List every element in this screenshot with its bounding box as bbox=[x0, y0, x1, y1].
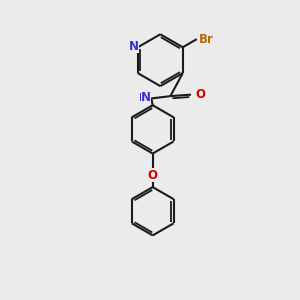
Text: O: O bbox=[195, 88, 206, 100]
Text: O: O bbox=[148, 169, 158, 182]
Text: Br: Br bbox=[199, 33, 214, 46]
Text: N: N bbox=[129, 40, 139, 53]
Text: H: H bbox=[140, 93, 147, 103]
Text: N: N bbox=[141, 92, 151, 104]
